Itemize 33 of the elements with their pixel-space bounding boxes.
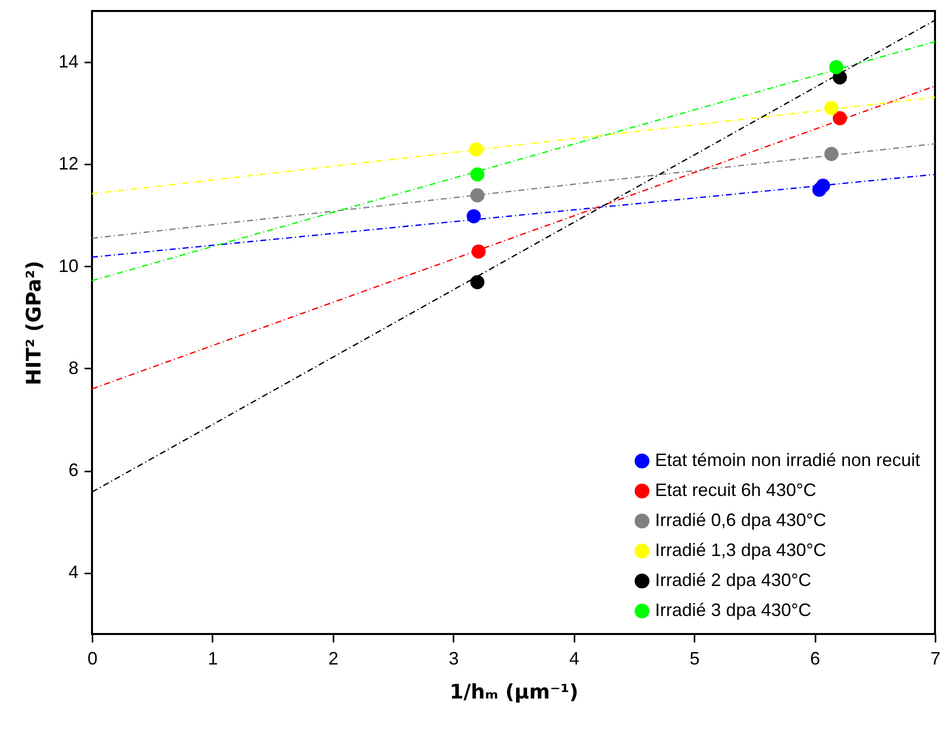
point — [816, 178, 830, 193]
point — [824, 146, 838, 162]
y-tick-label: 6 — [68, 460, 78, 480]
y-tick-label: 12 — [58, 154, 78, 174]
x-tick-label: 4 — [569, 648, 580, 668]
point — [470, 167, 484, 182]
point — [469, 142, 484, 156]
point — [470, 188, 484, 202]
x-tick-label: 3 — [448, 648, 459, 668]
x-axis-title: 1/hₘ (µm⁻¹) — [450, 680, 578, 704]
legend-label: Irradié 3 dpa 430°C — [655, 600, 812, 620]
x-tick-label: 6 — [810, 648, 820, 668]
y-tick-label: 10 — [58, 256, 78, 276]
legend-label: Irradié 2 dpa 430°C — [655, 570, 812, 590]
point — [832, 111, 847, 126]
x-tick-label: 1 — [208, 648, 218, 668]
point — [466, 209, 481, 224]
x-tick-label: 2 — [328, 648, 338, 668]
legend-label: Etat recuit 6h 430°C — [655, 480, 816, 500]
legend-label: Irradié 1,3 dpa 430°C — [655, 540, 826, 560]
point — [470, 275, 484, 290]
point — [824, 100, 838, 116]
x-tick-label: 7 — [930, 648, 941, 668]
legend-label: Irradié 0,6 dpa 430°C — [655, 510, 826, 530]
x-tick-label: 0 — [87, 648, 98, 668]
y-tick-label: 8 — [68, 358, 78, 378]
y-axis-title: HIT² (GPa²) — [21, 260, 46, 386]
y-tick-label: 14 — [58, 52, 78, 72]
point — [829, 60, 844, 74]
legend-label: Etat témoin non irradié non recuit — [655, 450, 920, 470]
point — [472, 244, 486, 259]
x-tick-label: 5 — [690, 648, 700, 668]
y-tick-label: 4 — [68, 562, 78, 582]
